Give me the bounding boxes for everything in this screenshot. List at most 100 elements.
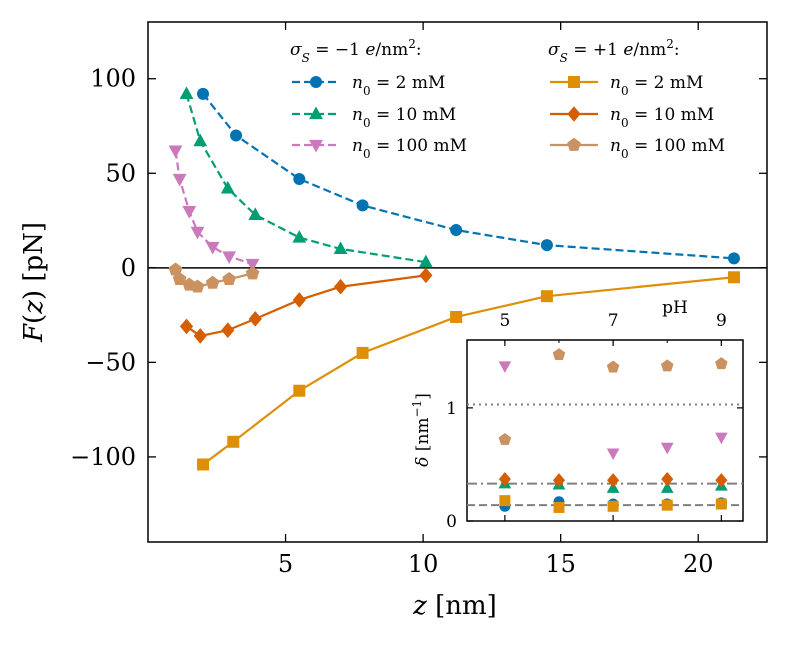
legend-marker — [309, 106, 323, 120]
data-point — [172, 271, 187, 285]
y-tick-label: 50 — [105, 159, 136, 187]
legend-entry: n0 = 10 mM — [550, 105, 714, 130]
legend-entry: n0 = 100 mM — [292, 136, 467, 161]
data-point — [419, 267, 433, 284]
series-3 — [168, 145, 260, 272]
legend-entry: n0 = 2 mM — [550, 73, 703, 98]
legend-label: n0 = 2 mM — [610, 73, 703, 98]
data-point — [220, 180, 235, 194]
data-point — [727, 271, 740, 284]
data-point — [293, 172, 306, 185]
data-point — [248, 311, 262, 327]
data-point — [205, 275, 220, 289]
legend-entry: n0 = 10 mM — [292, 105, 456, 130]
inset-point — [661, 471, 674, 487]
x-tick-label: 15 — [545, 550, 576, 578]
legend-entry: n0 = 2 mM — [292, 73, 445, 98]
inset-frame — [466, 339, 744, 522]
legend-entry: n0 = 100 mM — [550, 136, 725, 161]
y-tick-label: −50 — [85, 348, 136, 376]
legend-title: σS = +1 e/nm2: — [548, 37, 680, 65]
data-point — [197, 87, 210, 100]
data-point — [356, 346, 369, 359]
data-point — [727, 252, 740, 265]
data-point — [333, 278, 348, 295]
inset-point — [660, 481, 674, 493]
inset-point — [715, 432, 728, 445]
data-point — [540, 239, 553, 252]
data-point — [245, 266, 260, 280]
y-axis-label: F(z) [pN] — [19, 222, 49, 343]
inset-point — [606, 448, 620, 460]
data-point — [450, 310, 463, 323]
legend-label: n0 = 100 mM — [610, 136, 725, 161]
data-point — [197, 458, 210, 471]
y-tick-label: 0 — [121, 254, 136, 282]
legend-marker — [310, 76, 322, 88]
y-tick-label: 100 — [90, 65, 136, 93]
data-point — [248, 207, 263, 220]
data-point — [418, 254, 433, 268]
legend-label: n0 = 2 mM — [352, 73, 445, 98]
inset-x-tick-label: 9 — [716, 311, 727, 331]
inset-point — [552, 348, 566, 361]
data-point — [168, 262, 183, 276]
inset-point — [715, 357, 728, 370]
data-point — [333, 241, 348, 255]
inset-point — [499, 495, 511, 507]
x-axis-label: z [nm] — [412, 591, 497, 621]
legend-title: σS = −1 e/nm2: — [290, 37, 422, 65]
inset-series-5 — [498, 471, 728, 488]
data-point — [193, 328, 207, 344]
inset-point — [553, 501, 565, 513]
inset-point — [606, 360, 620, 373]
data-point — [190, 279, 205, 293]
inset-y-axis-label: δ [nm−1] — [410, 393, 433, 467]
inset-point — [498, 432, 512, 445]
data-point — [450, 224, 463, 236]
data-point — [168, 145, 183, 159]
inset-point — [660, 442, 674, 455]
x-tick-label: 10 — [408, 550, 439, 578]
inset-point — [607, 473, 620, 488]
data-point — [245, 258, 260, 272]
data-point — [193, 133, 208, 147]
inset-point — [660, 359, 674, 372]
inset-point — [715, 498, 727, 510]
legend-label: n0 = 10 mM — [610, 105, 714, 130]
legend-marker — [567, 137, 581, 151]
data-point — [292, 230, 307, 243]
data-point — [222, 251, 237, 264]
series-6 — [168, 262, 260, 293]
inset-x-tick-label: 5 — [499, 311, 510, 331]
x-tick-label: 20 — [683, 550, 714, 578]
data-point — [179, 318, 194, 335]
data-point — [356, 199, 369, 212]
legend-marker — [568, 76, 580, 88]
inset-point — [498, 471, 511, 487]
legend-label: n0 = 100 mM — [352, 136, 467, 161]
inset-series-6 — [498, 348, 728, 445]
inset-y-tick-label: 0 — [446, 512, 457, 532]
series-2 — [179, 86, 433, 268]
data-point — [179, 86, 194, 99]
y-tick-label: −100 — [70, 443, 136, 471]
inset-point — [607, 500, 619, 512]
x-tick-label: 5 — [278, 550, 293, 578]
data-point — [227, 435, 240, 448]
legend-marker — [309, 139, 323, 153]
data-point — [292, 292, 306, 308]
legend-marker — [567, 106, 581, 122]
legend-label: n0 = 10 mM — [352, 105, 456, 130]
data-point — [293, 384, 306, 397]
inset-point — [715, 473, 728, 488]
inset-x-axis-label: pH — [662, 298, 688, 318]
data-point — [222, 271, 237, 285]
inset-point — [498, 361, 512, 373]
data-point — [230, 129, 243, 142]
inset-y-tick-label: 1 — [446, 399, 457, 419]
series-4 — [197, 271, 740, 471]
inset-point — [552, 473, 566, 488]
inset-series-4 — [499, 495, 727, 513]
